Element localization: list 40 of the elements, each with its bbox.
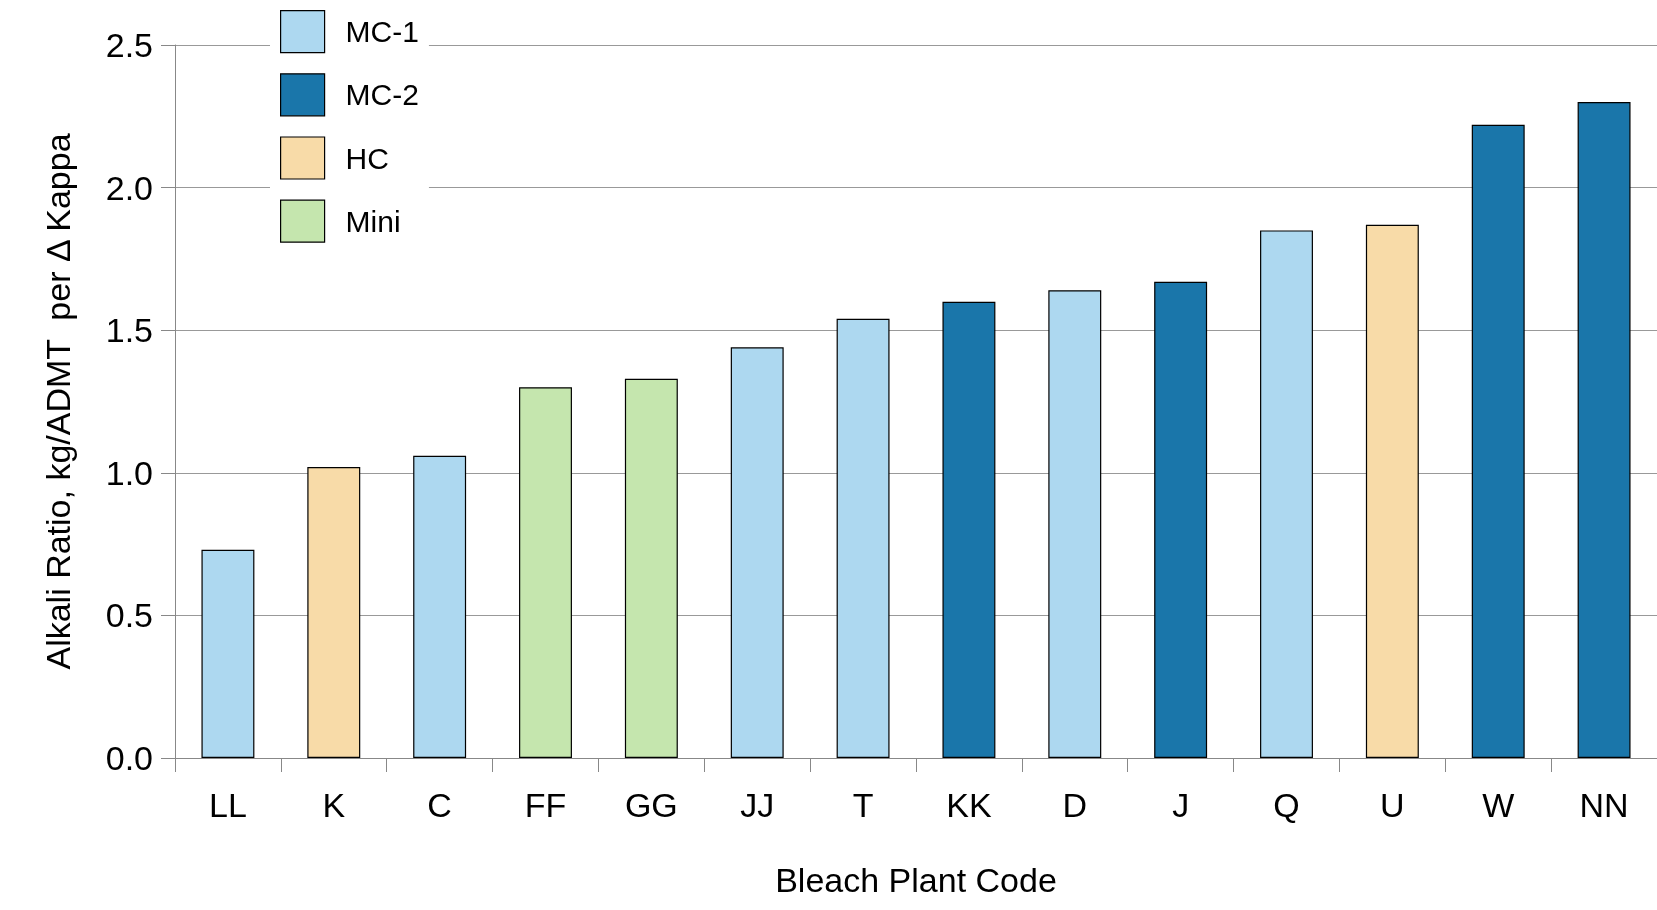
y-tick-label: 0.5 xyxy=(105,596,153,635)
bar xyxy=(730,347,784,758)
bar xyxy=(1365,224,1419,758)
x-tick-label: C xyxy=(427,786,452,824)
legend-label: MC-2 xyxy=(345,78,419,112)
x-axis-title: Bleach Plant Code xyxy=(775,861,1057,899)
bar xyxy=(836,318,890,758)
bar xyxy=(1048,290,1102,758)
legend-label: HC xyxy=(345,141,389,175)
x-tick-label: U xyxy=(1380,786,1405,824)
y-tick-label: 1.5 xyxy=(105,311,153,350)
bar xyxy=(519,387,572,758)
x-tick-label: W xyxy=(1482,786,1515,824)
x-tick-label: NN xyxy=(1579,786,1629,824)
x-tick-label: K xyxy=(322,786,346,824)
bar xyxy=(1154,281,1208,758)
x-tick-label: KK xyxy=(946,786,992,824)
x-tick-label: LL xyxy=(209,786,247,824)
bar xyxy=(1260,230,1313,758)
bar xyxy=(1471,124,1525,758)
x-tick-label: D xyxy=(1062,786,1088,824)
bar xyxy=(942,301,996,758)
x-tick-label: Q xyxy=(1273,786,1300,824)
y-tick-label: 0.0 xyxy=(105,739,153,777)
x-tick-label: JJ xyxy=(740,786,775,824)
y-tick-label: 2.5 xyxy=(105,26,153,64)
legend-label: MC-1 xyxy=(345,15,419,49)
y-tick-label: 1.0 xyxy=(105,453,153,492)
bar xyxy=(1577,102,1631,758)
legend-label: Mini xyxy=(345,204,401,238)
y-tick-label: 2.0 xyxy=(105,168,153,207)
bar xyxy=(624,378,678,758)
x-tick-label: FF xyxy=(524,786,567,824)
bar xyxy=(307,467,361,758)
x-tick-label: J xyxy=(1172,786,1190,824)
x-tick-label: T xyxy=(852,786,874,824)
x-tick-label: GG xyxy=(624,786,678,824)
bar xyxy=(413,455,467,758)
y-axis-title: Alkali Ratio, kg/ADMT per Δ Kappa xyxy=(39,133,77,670)
bar xyxy=(201,549,255,758)
